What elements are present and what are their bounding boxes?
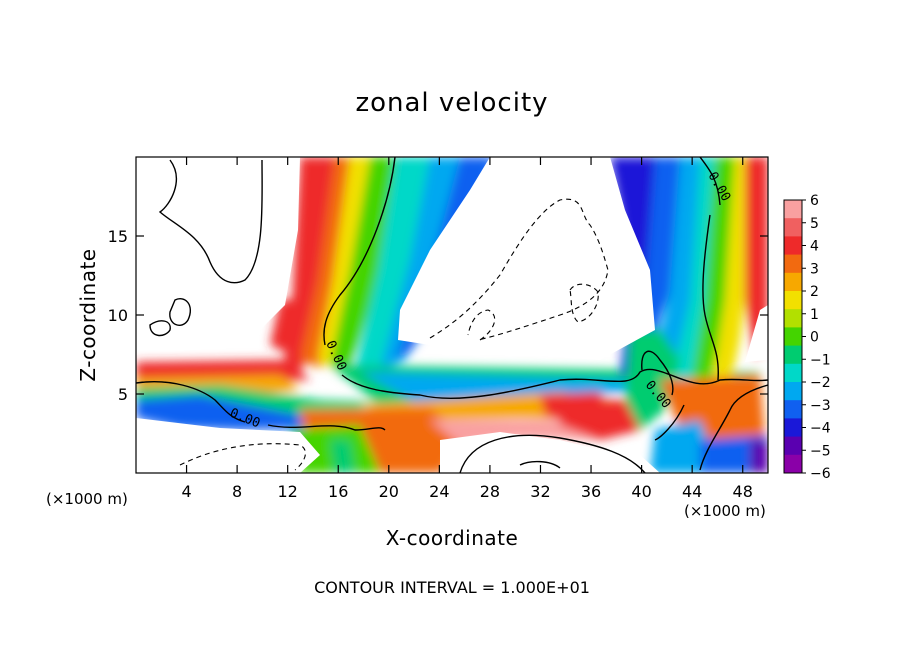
x-tick-label: 32: [530, 482, 550, 501]
x-tick-label: 8: [232, 482, 242, 501]
contour-lines: [136, 157, 768, 473]
colorbar-swatch: [784, 291, 802, 310]
colorbar: 6 5 4 3 2 1 0 −1 −2 −3 −4 −5 −6: [783, 193, 831, 482]
x-tick-label: 28: [480, 482, 500, 501]
x-tick-label: 40: [631, 482, 651, 501]
colorbar-swatch: [784, 363, 802, 383]
x-tick-label: 44: [682, 482, 702, 501]
contour-interval-note: CONTOUR INTERVAL = 1.000E+01: [314, 578, 590, 597]
colorbar-tick-label: −5: [810, 443, 831, 459]
colorbar-tick-label: −3: [810, 398, 831, 414]
colorbar-swatch: [784, 309, 802, 328]
colorbar-tick-label: 0: [810, 330, 819, 346]
x-tick-label: 24: [429, 482, 449, 501]
colorbar-tick-label: 5: [810, 216, 819, 232]
colorbar-swatch: [784, 327, 802, 347]
colorbar-tick-label: −6: [810, 466, 831, 482]
colorbar-swatch: [784, 382, 802, 401]
x-tick-label: 48: [733, 482, 753, 501]
colorbar-tick-label: 3: [810, 261, 819, 277]
x-tick-label: 36: [581, 482, 601, 501]
colorbar-tick-label: 2: [810, 284, 819, 300]
colorbar-swatch: [784, 436, 802, 456]
x-tick-label: 4: [181, 482, 191, 501]
x-tick-label: 12: [278, 482, 298, 501]
colorbar-tick-label: 1: [810, 307, 819, 323]
colorbar-swatch: [784, 454, 802, 474]
colorbar-swatch: [784, 400, 802, 419]
x-axis-label: X-coordinate: [385, 526, 519, 550]
y-tick-label: 15: [108, 227, 128, 246]
x-tick-label: 20: [379, 482, 399, 501]
colorbar-swatch: [784, 236, 802, 256]
colorbar-swatch: [784, 345, 802, 365]
y-axis: 5 10 15: [108, 227, 768, 404]
x-axis: 4 8 12 16 20 24 28 32 36 40 44 48: [181, 157, 753, 501]
y-tick-label: 10: [108, 306, 128, 325]
velocity-field: [136, 157, 768, 473]
chart-title: zonal velocity: [355, 88, 549, 118]
dashed-contours: [179, 198, 609, 471]
x-unit-label-left: (×1000 m): [46, 490, 128, 508]
colorbar-tick-label: −2: [810, 375, 831, 391]
colorbar-swatch: [784, 254, 802, 274]
colorbar-swatch: [784, 218, 802, 237]
colorbar-tick-label: −4: [810, 421, 831, 437]
colorbar-swatch: [784, 272, 802, 292]
colorbar-tick-label: 6: [810, 193, 819, 209]
colorbar-swatch: [784, 418, 802, 438]
colorbar-swatch: [784, 200, 802, 219]
x-tick-label: 16: [328, 482, 348, 501]
y-tick-label: 5: [118, 385, 128, 404]
colorbar-tick-label: −1: [810, 352, 831, 368]
x-unit-label-right: (×1000 m): [684, 502, 766, 520]
colorbar-tick-label: 4: [810, 239, 819, 255]
